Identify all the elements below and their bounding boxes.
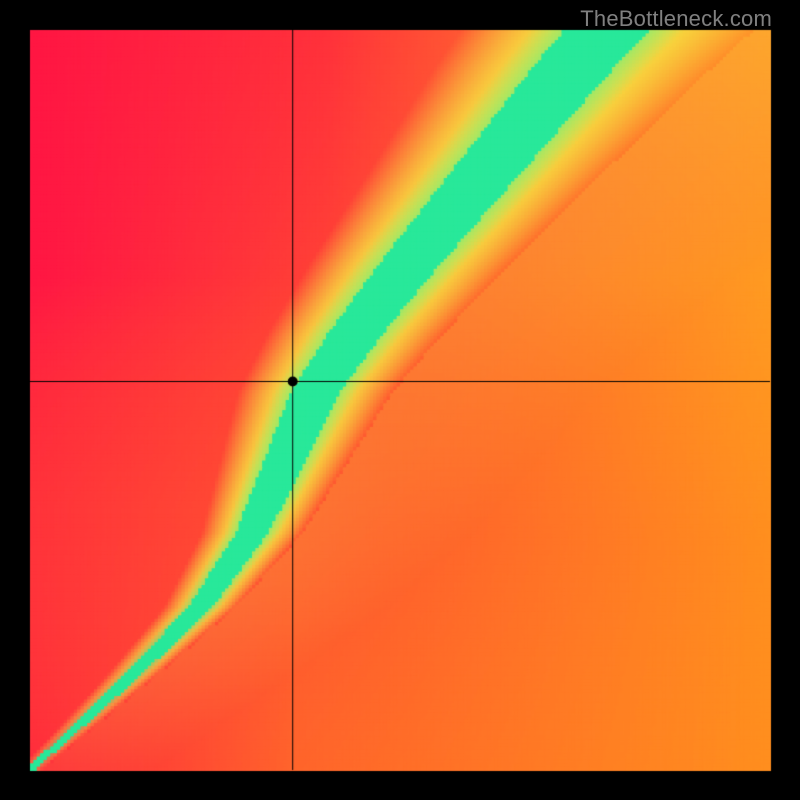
watermark-text: TheBottleneck.com bbox=[580, 6, 772, 32]
chart-container: { "watermark": { "text": "TheBottleneck.… bbox=[0, 0, 800, 800]
bottleneck-heatmap bbox=[0, 0, 800, 800]
